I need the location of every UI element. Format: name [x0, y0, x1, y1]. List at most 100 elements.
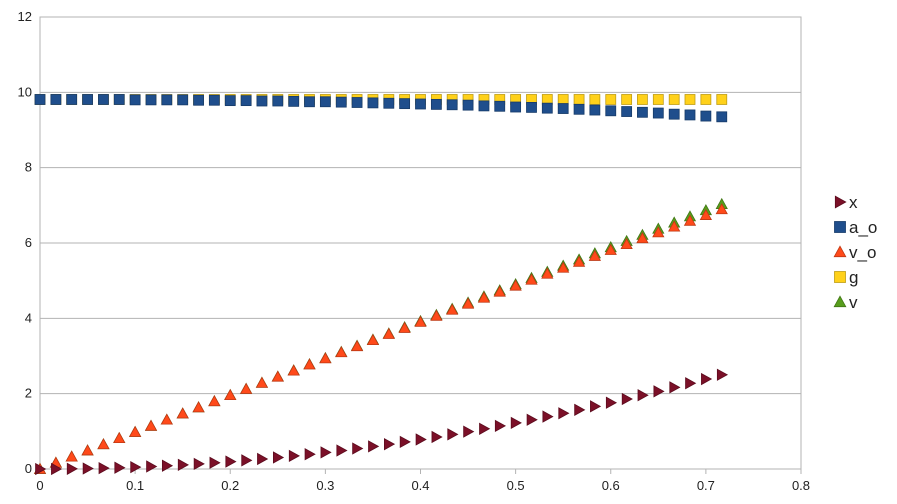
- data-point-a-o: [82, 94, 93, 105]
- data-point-v-o: [160, 413, 173, 425]
- data-point-x: [653, 385, 665, 398]
- legend-item-x: x: [834, 193, 858, 212]
- data-point-x: [510, 416, 522, 430]
- data-point-x: [66, 462, 78, 475]
- data-point-a-o: [129, 94, 141, 106]
- data-point-x: [272, 451, 285, 464]
- data-point-g: [684, 94, 696, 105]
- x-tick-label: 0.7: [697, 478, 715, 493]
- data-point-a-o: [526, 102, 537, 113]
- data-point-x: [98, 462, 110, 475]
- data-point-g: [621, 94, 633, 105]
- data-point-a-o: [272, 95, 284, 107]
- data-point-a-o: [113, 94, 125, 105]
- x-tick-label: 0: [36, 478, 43, 493]
- data-point-a-o: [50, 94, 62, 105]
- data-point-a-o: [605, 105, 617, 117]
- data-point-v-o: [477, 291, 491, 303]
- data-point-v-o: [461, 297, 475, 309]
- data-point-v-o: [224, 388, 237, 400]
- series-v-o: [33, 203, 728, 474]
- data-series: [33, 94, 729, 476]
- data-point-a-o: [430, 98, 442, 110]
- data-point-x: [209, 456, 221, 469]
- data-point-x: [130, 461, 142, 474]
- x-tick-label: 0.5: [507, 478, 525, 493]
- data-point-v-o: [398, 321, 411, 333]
- data-point-v-o: [255, 376, 269, 388]
- legend-label: x: [849, 193, 858, 212]
- legend-marker-v: [833, 295, 847, 308]
- data-point-a-o: [557, 103, 569, 114]
- data-point-a-o: [684, 109, 696, 121]
- data-point-a-o: [668, 108, 680, 120]
- data-point-x: [288, 449, 300, 463]
- data-point-a-o: [415, 98, 426, 110]
- data-point-x: [336, 444, 348, 457]
- x-tick-label: 0.1: [126, 478, 144, 493]
- data-point-v-o: [335, 346, 348, 358]
- data-point-v-o: [604, 243, 617, 255]
- data-point-x: [320, 446, 332, 459]
- data-point-g: [589, 94, 601, 105]
- data-point-x: [177, 458, 189, 471]
- y-axis-ticks: 0 2 4 6 8 10 12: [18, 9, 32, 476]
- legend-marker-g: [834, 271, 846, 283]
- data-point-x: [304, 448, 316, 461]
- data-point-a-o: [177, 94, 189, 106]
- y-tick-label: 2: [25, 386, 32, 401]
- data-point-a-o: [367, 97, 379, 109]
- legend-marker-v-o: [833, 245, 847, 258]
- data-point-a-o: [510, 101, 522, 113]
- data-point-v-o: [572, 255, 586, 267]
- data-point-v-o: [715, 203, 728, 215]
- data-point-x: [384, 438, 396, 451]
- data-point-x: [431, 430, 443, 444]
- data-point-a-o: [351, 97, 363, 108]
- data-point-v-o: [350, 339, 364, 352]
- data-point-a-o: [208, 94, 220, 106]
- data-point-v-o: [588, 249, 602, 261]
- data-point-a-o: [335, 96, 347, 108]
- data-point-a-o: [98, 94, 109, 105]
- data-point-x: [447, 428, 459, 441]
- data-point-a-o: [161, 94, 173, 106]
- data-point-a-o: [478, 100, 490, 112]
- data-point-a-o: [304, 96, 315, 108]
- data-point-x: [257, 452, 269, 466]
- data-point-v-o: [144, 419, 158, 431]
- data-point-v-o: [382, 327, 395, 339]
- data-point-a-o: [145, 94, 157, 106]
- data-point-v-o: [192, 401, 205, 413]
- data-point-a-o: [319, 96, 331, 108]
- y-tick-label: 4: [25, 310, 32, 325]
- data-point-a-o: [256, 95, 268, 107]
- legend-item-v: v: [833, 293, 858, 312]
- data-point-x: [82, 462, 94, 475]
- legend-marker-a-o: [834, 221, 846, 233]
- data-point-v-o: [287, 364, 300, 376]
- data-point-v-o: [620, 237, 633, 250]
- data-point-v-o: [271, 370, 284, 382]
- data-point-x: [368, 440, 380, 453]
- data-point-x: [463, 425, 475, 438]
- data-point-x: [399, 435, 411, 449]
- data-point-a-o: [383, 97, 395, 109]
- data-point-v-o: [699, 208, 713, 220]
- data-point-v-o: [113, 431, 126, 444]
- data-point-x: [241, 454, 253, 467]
- data-point-g: [573, 94, 585, 105]
- data-point-x: [146, 460, 158, 473]
- data-point-v-o: [636, 232, 649, 244]
- data-point-x: [479, 422, 491, 435]
- data-point-x: [114, 461, 126, 474]
- data-point-g: [652, 94, 664, 105]
- data-point-a-o: [541, 102, 553, 114]
- x-tick-label: 0.8: [792, 478, 810, 493]
- data-point-x: [51, 462, 63, 476]
- data-point-x: [225, 455, 237, 468]
- y-tick-label: 8: [25, 160, 32, 175]
- data-point-x: [685, 377, 697, 390]
